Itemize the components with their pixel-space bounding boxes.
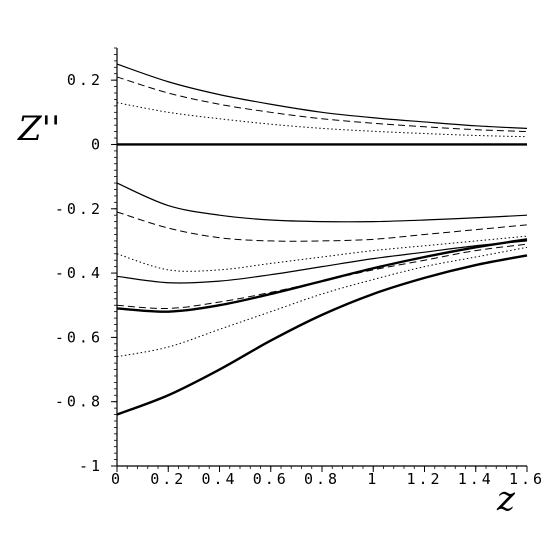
series-line-5 xyxy=(116,182,528,223)
x-tick-label: 1.4 xyxy=(458,470,494,488)
series-line-1 xyxy=(116,63,528,129)
y-tick-label: -1 xyxy=(79,457,103,475)
x-tick-label: 0.2 xyxy=(150,470,186,488)
series-line-12 xyxy=(116,254,528,416)
y-tick-label: -0.4 xyxy=(55,264,103,282)
x-tick-label: 1.2 xyxy=(406,470,442,488)
x-tick-label: 1.6 xyxy=(509,470,545,488)
y-tick-label: 0.2 xyxy=(67,71,103,89)
x-tick-label: 0.8 xyxy=(304,470,340,488)
y-tick-label: 0 xyxy=(91,135,103,153)
x-tick-label: 1 xyxy=(367,470,379,488)
series-line-10 xyxy=(116,243,528,309)
ticks xyxy=(111,47,528,472)
y-tick-label: -0.6 xyxy=(55,328,103,346)
x-tick-label: 0.6 xyxy=(253,470,289,488)
y-axis-title: Z'' xyxy=(17,109,60,149)
series-line-9 xyxy=(116,238,528,313)
y-tick-label: -0.2 xyxy=(55,200,103,218)
series-line-7 xyxy=(116,235,528,272)
y-tick-label: -0.8 xyxy=(55,393,103,411)
x-axis-title: z xyxy=(496,479,516,519)
series-line-6 xyxy=(116,211,528,242)
series-line-11 xyxy=(116,246,528,358)
series-line-8 xyxy=(116,240,528,284)
series-line-3 xyxy=(116,102,528,138)
curves xyxy=(116,63,528,416)
labels: 0.2 0 -0.2 -0.4 -0.6 -0.8 -1 0 0.2 0.4 0.6 0.8 1 1.2 1… xyxy=(55,71,545,488)
series-line-2 xyxy=(116,76,528,133)
x-tick-label: 0 xyxy=(111,470,123,488)
x-tick-label: 0.4 xyxy=(201,470,237,488)
